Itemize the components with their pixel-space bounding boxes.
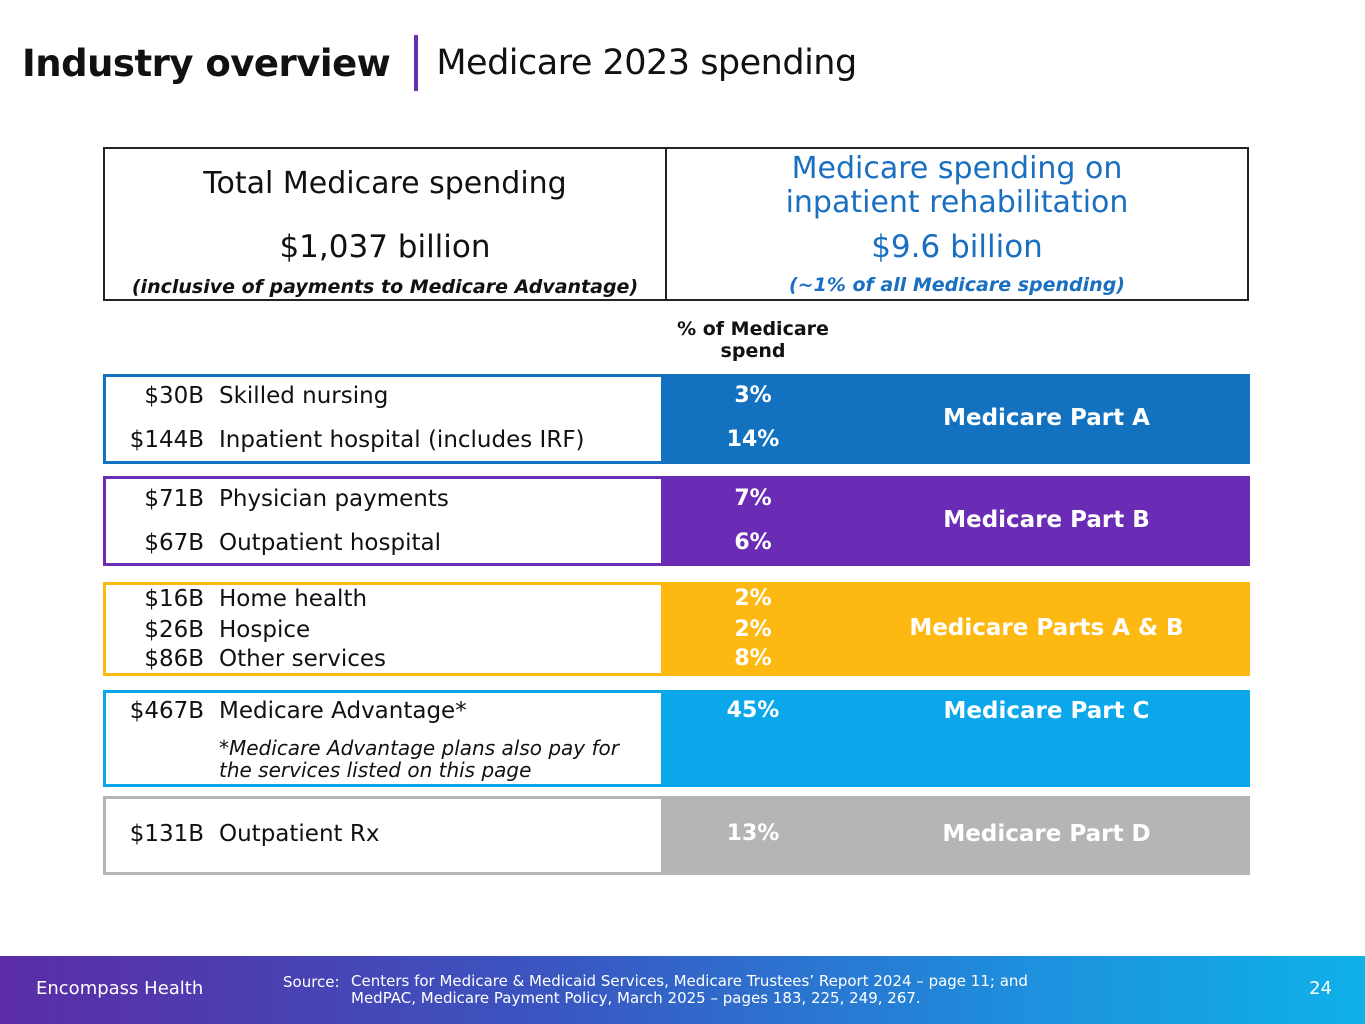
band-parts-a-b-panel bbox=[106, 585, 661, 673]
percent-value: 7% bbox=[734, 486, 772, 511]
service-label: Inpatient hospital (includes IRF) bbox=[219, 427, 585, 453]
part-label: Medicare Part D bbox=[942, 821, 1151, 847]
footnote-line2: the services listed on this page bbox=[219, 758, 532, 782]
service-label: Physician payments bbox=[219, 486, 449, 512]
source-label: Source: bbox=[283, 973, 340, 991]
band-part-d: $131B Outpatient Rx 13% Medicare Part D bbox=[103, 796, 1250, 875]
irf-spending-heading-line1: Medicare spending on bbox=[791, 151, 1123, 186]
source-citation: Centers for Medicare & Medicaid Services… bbox=[351, 973, 1071, 1007]
irf-spending-note: (~1% of all Medicare spending) bbox=[789, 274, 1125, 296]
service-label: Medicare Advantage* bbox=[219, 698, 467, 724]
brand-name: Encompass Health bbox=[36, 978, 204, 999]
source-line1: Centers for Medicare & Medicaid Services… bbox=[351, 972, 1028, 990]
amount: $131B bbox=[129, 821, 204, 847]
part-label: Medicare Part C bbox=[943, 698, 1150, 724]
page-title: Industry overview bbox=[22, 41, 391, 85]
footnote-line1: *Medicare Advantage plans also pay for bbox=[219, 736, 619, 760]
percent-value: 3% bbox=[734, 383, 772, 408]
summary-box: Total Medicare spending $1,037 billion (… bbox=[103, 147, 1249, 301]
source-line2: MedPAC, Medicare Payment Policy, March 2… bbox=[351, 989, 921, 1007]
amount: $86B bbox=[144, 646, 204, 672]
service-label: Outpatient hospital bbox=[219, 530, 441, 556]
total-spending-value: $1,037 billion bbox=[279, 229, 491, 265]
percent-value: 6% bbox=[734, 530, 772, 555]
band-part-a: $30B Skilled nursing 3% $144B Inpatient ho… bbox=[103, 374, 1250, 464]
band-part-d-panel bbox=[106, 799, 661, 872]
total-spending-heading: Total Medicare spending bbox=[203, 166, 567, 201]
percent-value: 8% bbox=[734, 646, 772, 671]
percent-value: 14% bbox=[726, 427, 780, 452]
part-label: Medicare Parts A & B bbox=[909, 615, 1184, 641]
service-label: Hospice bbox=[219, 617, 311, 643]
footer-bar: Encompass Health Source: Centers for Med… bbox=[0, 956, 1365, 1024]
service-label: Outpatient Rx bbox=[219, 821, 380, 847]
amount: $467B bbox=[129, 698, 204, 724]
irf-spending-heading-line2: inpatient rehabilitation bbox=[785, 185, 1129, 220]
band-parts-a-b: $16B Home health 2% $26B Hospice 2% $86B Ot… bbox=[103, 582, 1250, 676]
page-number: 24 bbox=[1309, 978, 1332, 999]
percent-value: 13% bbox=[726, 821, 780, 846]
amount: $67B bbox=[144, 530, 204, 556]
band-part-c: $467B Medicare Advantage* 45% *Medicare A… bbox=[103, 690, 1250, 787]
part-label: Medicare Part B bbox=[943, 507, 1150, 533]
percent-column-header-line1: % of Medicare bbox=[677, 318, 829, 340]
page-subtitle: Medicare 2023 spending bbox=[436, 43, 857, 83]
page-header: Industry overview Medicare 2023 spending bbox=[22, 34, 857, 92]
part-label: Medicare Part A bbox=[943, 405, 1150, 431]
amount: $26B bbox=[144, 617, 204, 643]
amount: $16B bbox=[144, 586, 204, 612]
percent-value: 45% bbox=[726, 698, 780, 723]
title-divider bbox=[414, 35, 419, 91]
percent-column-header: % of Medicare spend bbox=[664, 318, 842, 362]
percent-value: 2% bbox=[734, 586, 772, 611]
amount: $144B bbox=[129, 427, 204, 453]
amount: $71B bbox=[144, 486, 204, 512]
total-spending-panel: Total Medicare spending $1,037 billion (… bbox=[105, 149, 667, 299]
total-spending-note: (inclusive of payments to Medicare Advan… bbox=[131, 276, 639, 298]
irf-spending-panel: Medicare spending on inpatient rehabilit… bbox=[667, 149, 1247, 299]
service-label: Skilled nursing bbox=[219, 383, 389, 409]
irf-spending-value: $9.6 billion bbox=[871, 229, 1043, 265]
band-part-c-panel bbox=[106, 693, 661, 784]
service-label: Home health bbox=[219, 586, 368, 612]
band-part-b-panel bbox=[106, 479, 661, 563]
service-label: Other services bbox=[219, 646, 386, 672]
band-part-b: $71B Physician payments 7% $67B Outpatient… bbox=[103, 476, 1250, 566]
percent-column-header-line2: spend bbox=[720, 340, 786, 362]
amount: $30B bbox=[144, 383, 204, 409]
footnote: *Medicare Advantage plans also pay for t… bbox=[219, 737, 619, 781]
percent-value: 2% bbox=[734, 617, 772, 642]
band-part-a-panel bbox=[106, 377, 661, 461]
